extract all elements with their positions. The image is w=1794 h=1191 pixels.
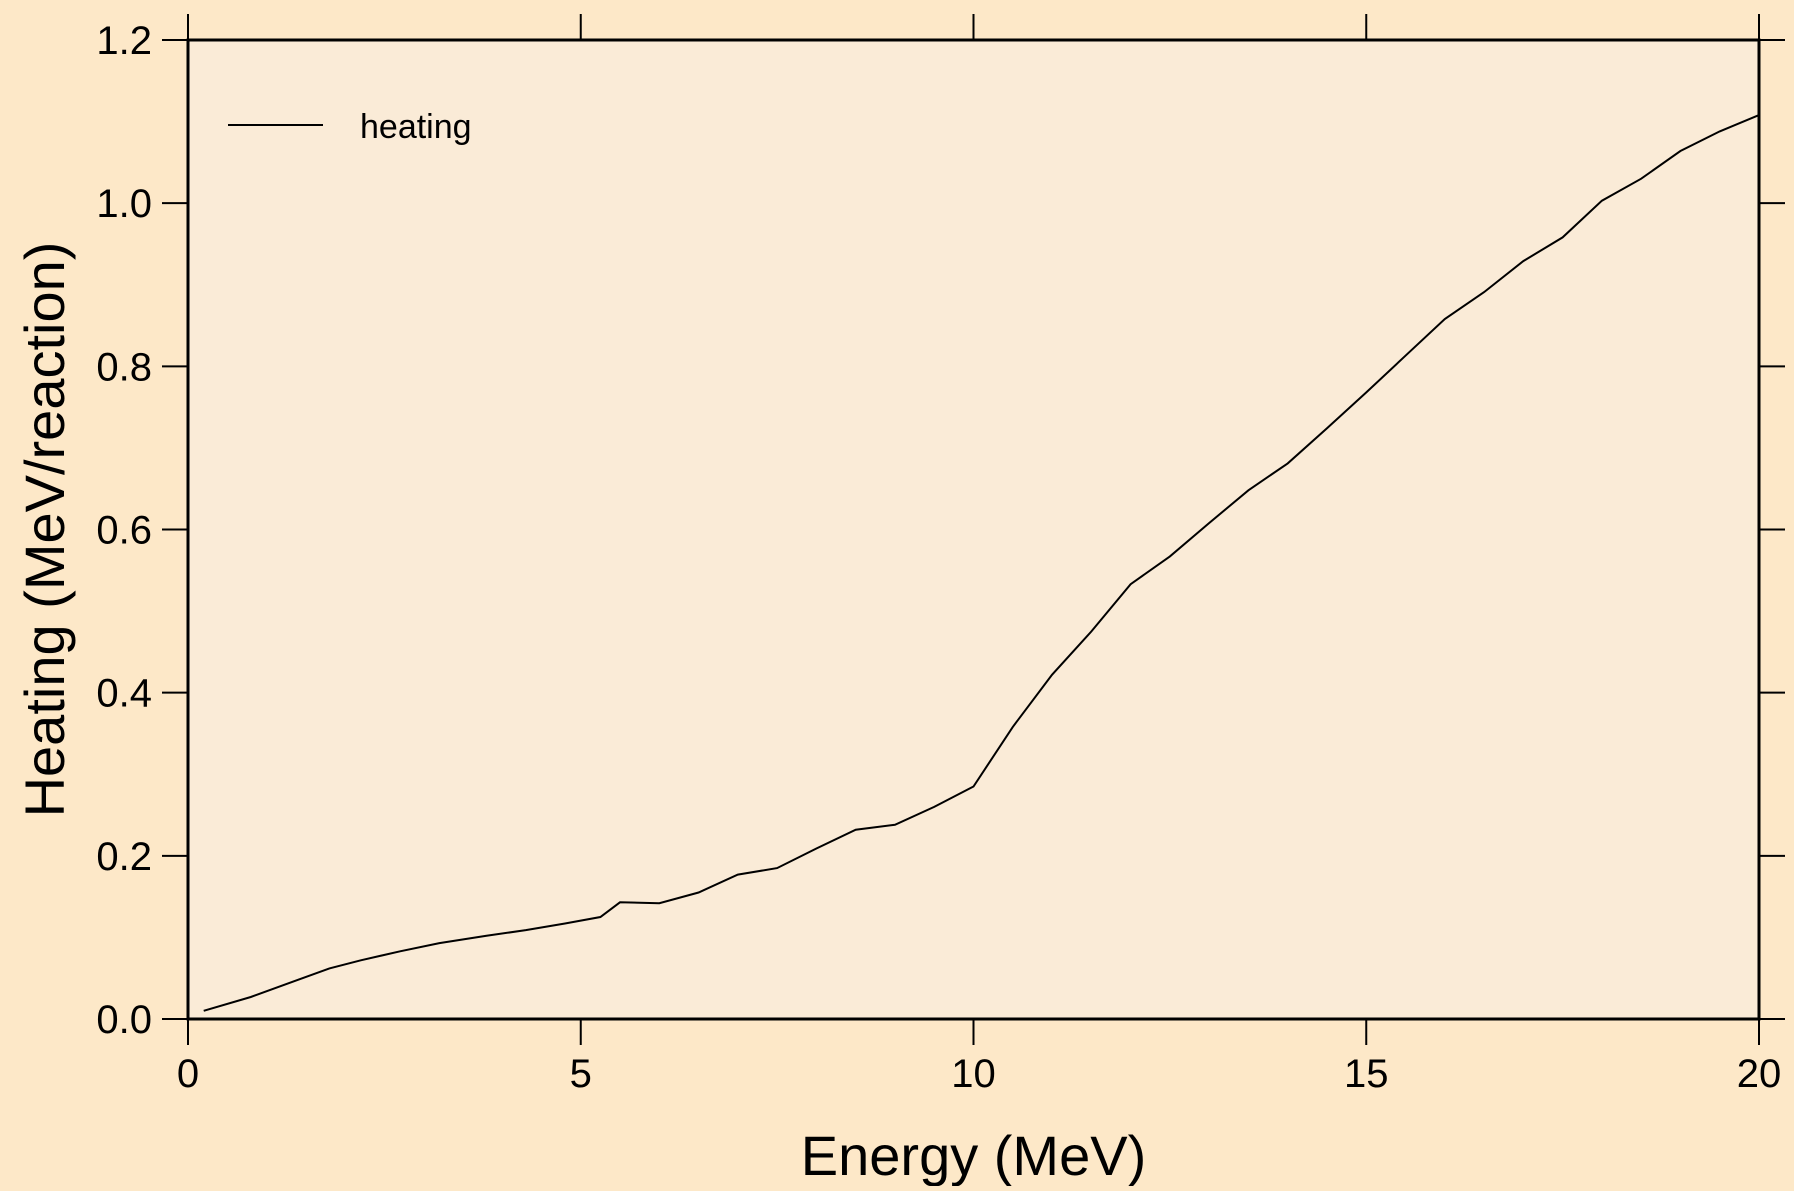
plot-background	[188, 40, 1759, 1019]
x-tick-label: 15	[1344, 1052, 1389, 1096]
axis-ticks	[162, 14, 1785, 1045]
x-tick-label: 10	[951, 1052, 996, 1096]
plot-frame	[186, 38, 1761, 1021]
y-tick-label: 0.0	[96, 998, 152, 1042]
legend: heating	[228, 108, 472, 146]
y-tick-label: 0.2	[96, 835, 152, 879]
x-tick-label: 5	[570, 1052, 592, 1096]
x-tick-label: 20	[1737, 1052, 1782, 1096]
y-tick-label: 0.4	[96, 672, 152, 716]
x-axis-title: Energy (MeV)	[801, 1124, 1146, 1186]
y-tick-label: 0.8	[96, 345, 152, 389]
x-tick-label: 0	[177, 1052, 199, 1096]
series-line-heating	[203, 114, 1760, 1012]
legend-label-heating: heating	[360, 108, 472, 146]
y-axis-title: Heating (MeV/reaction)	[13, 242, 76, 818]
y-tick-label: 0.6	[96, 509, 152, 553]
axis-tick-labels: 0 5 10 15 20 0.0 0.2 0.4 0.6 0.8 1.0 1.2	[96, 19, 1781, 1096]
y-tick-label: 1.0	[96, 182, 152, 226]
y-tick-label: 1.2	[96, 19, 152, 63]
